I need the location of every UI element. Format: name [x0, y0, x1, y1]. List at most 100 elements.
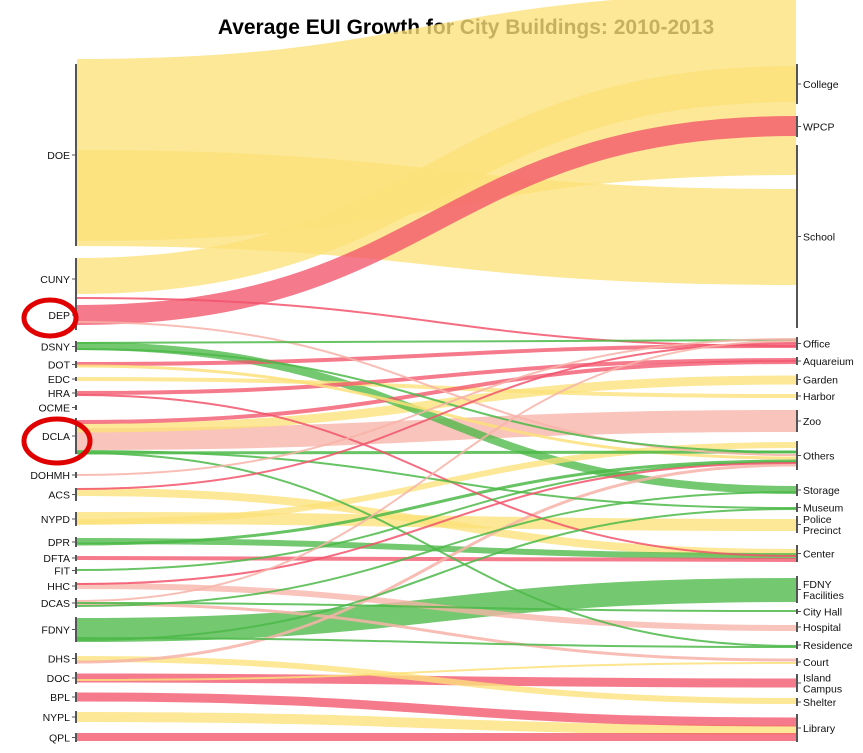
type-label-school: School — [803, 232, 835, 244]
highlight-circle-dcla — [21, 416, 93, 466]
agency-label-dhs: DHS — [48, 654, 70, 666]
node-doe — [75, 64, 77, 246]
flow-dcla-to-others — [76, 450, 797, 455]
agency-label-ocme: OCME — [39, 403, 71, 415]
type-label-zoo: Zoo — [803, 416, 821, 428]
type-label-center: Center — [803, 549, 835, 561]
agency-label-fit: FIT — [54, 566, 70, 578]
node-storage — [796, 484, 798, 496]
agency-label-dot: DOT — [48, 360, 71, 372]
flow-dcas-to-city-hall — [76, 602, 797, 612]
type-label-others: Others — [803, 451, 835, 463]
flow-cuny-to-office — [76, 297, 797, 347]
agency-label-hhc: HHC — [47, 581, 70, 593]
type-label-aquareium: Aquareium — [803, 356, 854, 368]
flow-dhs-to-others — [76, 463, 797, 664]
flow-hhc-to-others — [76, 462, 797, 585]
node-wpcp — [796, 116, 798, 137]
agency-label-dfta: DFTA — [43, 553, 70, 565]
node-harbor — [796, 392, 798, 400]
type-label-police-precinct: Police Precinct — [803, 514, 841, 537]
agency-label-dcla: DCLA — [42, 431, 70, 443]
flow-hra-to-office — [76, 358, 797, 395]
flow-fit-to-others — [76, 461, 797, 571]
flow-dfta-to-center — [76, 556, 797, 562]
flow-dcas-to-storage — [76, 491, 797, 607]
flow-dcla-to-garden — [76, 375, 797, 433]
flow-layer — [76, 0, 797, 742]
flow-dcas-to-court — [76, 602, 797, 662]
node-museum — [796, 503, 798, 512]
type-label-college: College — [803, 79, 839, 91]
node-court — [796, 658, 798, 666]
node-ocme — [75, 405, 77, 410]
agency-label-edc: EDC — [48, 374, 71, 386]
node-aquareium — [796, 357, 798, 365]
node-doc — [75, 672, 77, 684]
agency-label-dohmh: DOHMH — [30, 470, 70, 482]
flow-dcas-to-office — [76, 340, 797, 602]
flow-acs-to-office — [76, 342, 797, 490]
highlight-layer — [21, 297, 93, 466]
agency-label-dpr: DPR — [48, 537, 71, 549]
agency-label-dep: DEP — [48, 310, 70, 322]
type-label-garden: Garden — [803, 375, 838, 387]
type-label-shelter: Shelter — [803, 697, 837, 709]
agency-label-doe: DOE — [47, 150, 70, 162]
type-label-city-hall: City Hall — [803, 607, 842, 619]
node-island-campus — [796, 674, 798, 692]
node-library — [796, 714, 798, 742]
flow-cuny-to-college — [76, 66, 797, 294]
node-city-hall — [796, 609, 798, 614]
node-dohmh — [75, 472, 77, 478]
node-dsny — [75, 341, 77, 352]
type-label-island-campus: Island Campus — [803, 673, 842, 696]
flow-fdny-to-residence — [76, 637, 797, 648]
flow-dpr-to-others — [76, 459, 797, 546]
agency-label-qpl: QPL — [49, 733, 70, 745]
node-residence — [796, 641, 798, 649]
highlight-circle-dep — [21, 297, 79, 339]
node-college — [796, 64, 798, 104]
node-fdny — [75, 617, 77, 642]
type-label-harbor: Harbor — [803, 391, 836, 403]
agency-label-acs: ACS — [48, 490, 70, 502]
node-hospital — [796, 622, 798, 632]
flow-dsny-to-others — [76, 348, 797, 453]
flow-dep-to-wpcp — [76, 116, 797, 325]
node-bpl — [75, 692, 77, 702]
agency-label-bpl: BPL — [50, 692, 70, 704]
type-label-court: Court — [803, 657, 829, 669]
node-edc — [75, 377, 77, 381]
node-office — [796, 337, 798, 350]
type-label-office: Office — [803, 339, 830, 351]
label-layer: DOE CUNY DEP DSNY DOT EDC HRA OCME DCLA DOHMH ACS N… — [30, 79, 854, 745]
agency-label-nypl: NYPL — [43, 712, 71, 724]
node-qpl — [75, 733, 77, 742]
flow-dcla-to-zoo — [76, 410, 797, 450]
type-label-museum: Museum — [803, 503, 844, 515]
node-center — [796, 545, 798, 562]
node-cuny — [75, 258, 77, 300]
type-label-wpcp: WPCP — [803, 122, 835, 134]
agency-label-doc: DOC — [47, 673, 71, 685]
node-nypd — [75, 512, 77, 526]
node-dcla — [75, 418, 77, 454]
flow-nypd-to-others — [76, 442, 797, 525]
type-label-residence: Residence — [803, 640, 853, 652]
node-acs — [75, 488, 77, 501]
flow-dsny-to-office — [76, 339, 797, 344]
node-dfta — [75, 555, 77, 561]
agency-label-dsny: DSNY — [41, 342, 70, 354]
flow-fdny-to-museum — [76, 508, 797, 641]
flow-dep-to-others — [76, 321, 797, 456]
flow-dcla-to-aquareium — [76, 360, 797, 424]
node-hra — [75, 389, 77, 397]
agency-label-hra: HRA — [48, 388, 70, 400]
agency-label-nypd: NYPD — [41, 514, 71, 526]
flow-doc-to-court — [76, 662, 797, 681]
node-garden — [796, 374, 798, 385]
flow-nypl-to-library — [76, 712, 797, 735]
type-label-hospital: Hospital — [803, 622, 841, 634]
